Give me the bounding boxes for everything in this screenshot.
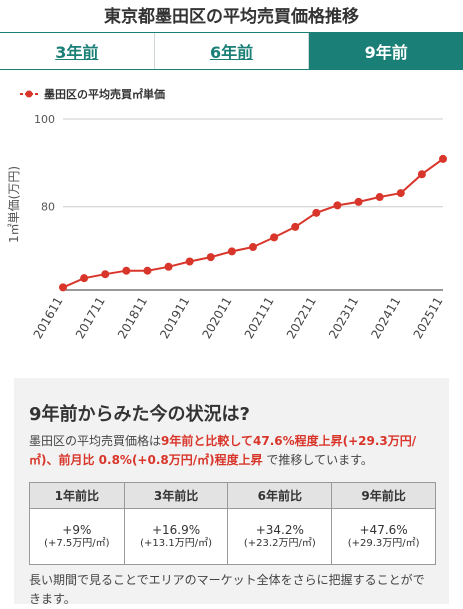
series-line	[62, 158, 444, 289]
data-point	[122, 266, 131, 275]
x-tick-label: 202211	[284, 295, 319, 342]
x-tick-label: 201811	[115, 295, 150, 342]
x-tick-label: 202411	[368, 295, 403, 342]
data-point	[291, 222, 300, 231]
change-amount: (+7.5万円/㎡)	[44, 537, 110, 549]
change-amount: (+23.2万円/㎡)	[243, 537, 316, 549]
data-point	[101, 270, 110, 279]
data-point	[375, 193, 384, 202]
data-point	[227, 247, 236, 256]
data-point	[417, 170, 426, 179]
data-point	[333, 201, 342, 210]
data-point	[59, 283, 67, 292]
status-panel: 9年前からみた今の状況は? 墨田区の平均売買価格は9年前と比較して47.6%程度…	[14, 378, 449, 606]
data-point	[185, 257, 194, 266]
data-point	[80, 274, 89, 283]
change-percent: +9%	[62, 522, 92, 537]
data-point	[439, 154, 447, 163]
cell-6-years: +34.2% (+23.2万円/㎡)	[227, 508, 333, 565]
data-point	[354, 197, 363, 206]
table-row: +9% (+7.5万円/㎡) +16.9% (+13.1万円/㎡) +34.2% (+…	[29, 508, 436, 565]
tab-3-years[interactable]: 3年前	[0, 33, 155, 69]
data-point	[143, 266, 152, 275]
price-line-chart: 80 100 1㎡単価(万円) 墨田区の平均売買㎡単価 201611 201711 2018…	[7, 87, 447, 342]
change-amount: (+13.1万円/㎡)	[140, 537, 212, 549]
data-point	[312, 208, 321, 217]
x-tick-label: 201911	[157, 295, 192, 342]
table-header-row: 1年前比 3年前比 6年前比 9年前比	[29, 482, 436, 509]
tab-6-years[interactable]: 6年前	[154, 33, 310, 69]
status-text-suffix: で推移しています。	[262, 453, 373, 467]
status-description: 墨田区の平均売買価格は9年前と比較して47.6%程度上昇(+29.3万円/㎡)、…	[29, 432, 434, 470]
footer-note: 長い期間で見ることでエリアのマーケット全体をさらに把握することができます。	[29, 573, 425, 606]
header-9-years: 9年前比	[331, 482, 436, 509]
y-tick-label: 100	[34, 113, 55, 126]
x-tick-label: 202511	[411, 295, 446, 342]
legend-label: 墨田区の平均売買㎡単価	[44, 87, 165, 101]
data-point	[249, 243, 257, 252]
data-point	[164, 262, 173, 271]
cell-1-year: +9% (+7.5万円/㎡)	[29, 508, 125, 565]
cell-9-years: +47.6% (+29.3万円/㎡)	[331, 508, 436, 565]
x-tick-label: 202111	[242, 295, 277, 342]
x-tick-label: 201711	[73, 295, 108, 342]
status-heading: 9年前からみた今の状況は?	[29, 404, 250, 425]
data-point	[396, 189, 405, 198]
x-tick-label: 201611	[31, 295, 66, 342]
x-tick-label: 202011	[199, 295, 234, 342]
change-percent: +47.6%	[359, 522, 408, 537]
y-axis-label: 1㎡単価(万円)	[7, 166, 21, 243]
data-point	[206, 253, 215, 262]
tab-9-years[interactable]: 9年前	[309, 33, 463, 69]
change-amount: (+29.3万円/㎡)	[347, 537, 420, 549]
change-percent: +16.9%	[151, 522, 201, 537]
header-6-years: 6年前比	[227, 482, 333, 509]
x-tick-label: 202311	[326, 295, 361, 342]
y-tick-label: 80	[41, 201, 55, 214]
legend-marker	[25, 90, 33, 98]
status-highlight: 9年前と比較して47.6%程度上昇(+29.3万円/㎡)、前月比 0.8%(+0…	[29, 434, 417, 467]
comparison-table: 1年前比 3年前比 6年前比 9年前比 +9% (+7.5万円/㎡) +16.9%…	[29, 482, 436, 565]
period-tabs: 3年前 6年前 9年前	[0, 32, 463, 70]
header-3-years: 3年前比	[123, 482, 229, 509]
page-title: 東京都墨田区の平均売買価格推移	[104, 7, 359, 27]
change-percent: +34.2%	[255, 522, 304, 537]
header-1-year: 1年前比	[29, 482, 125, 509]
status-text-prefix: 墨田区の平均売買価格は	[29, 434, 162, 448]
cell-3-years: +16.9% (+13.1万円/㎡)	[123, 508, 229, 565]
data-point	[270, 233, 279, 242]
